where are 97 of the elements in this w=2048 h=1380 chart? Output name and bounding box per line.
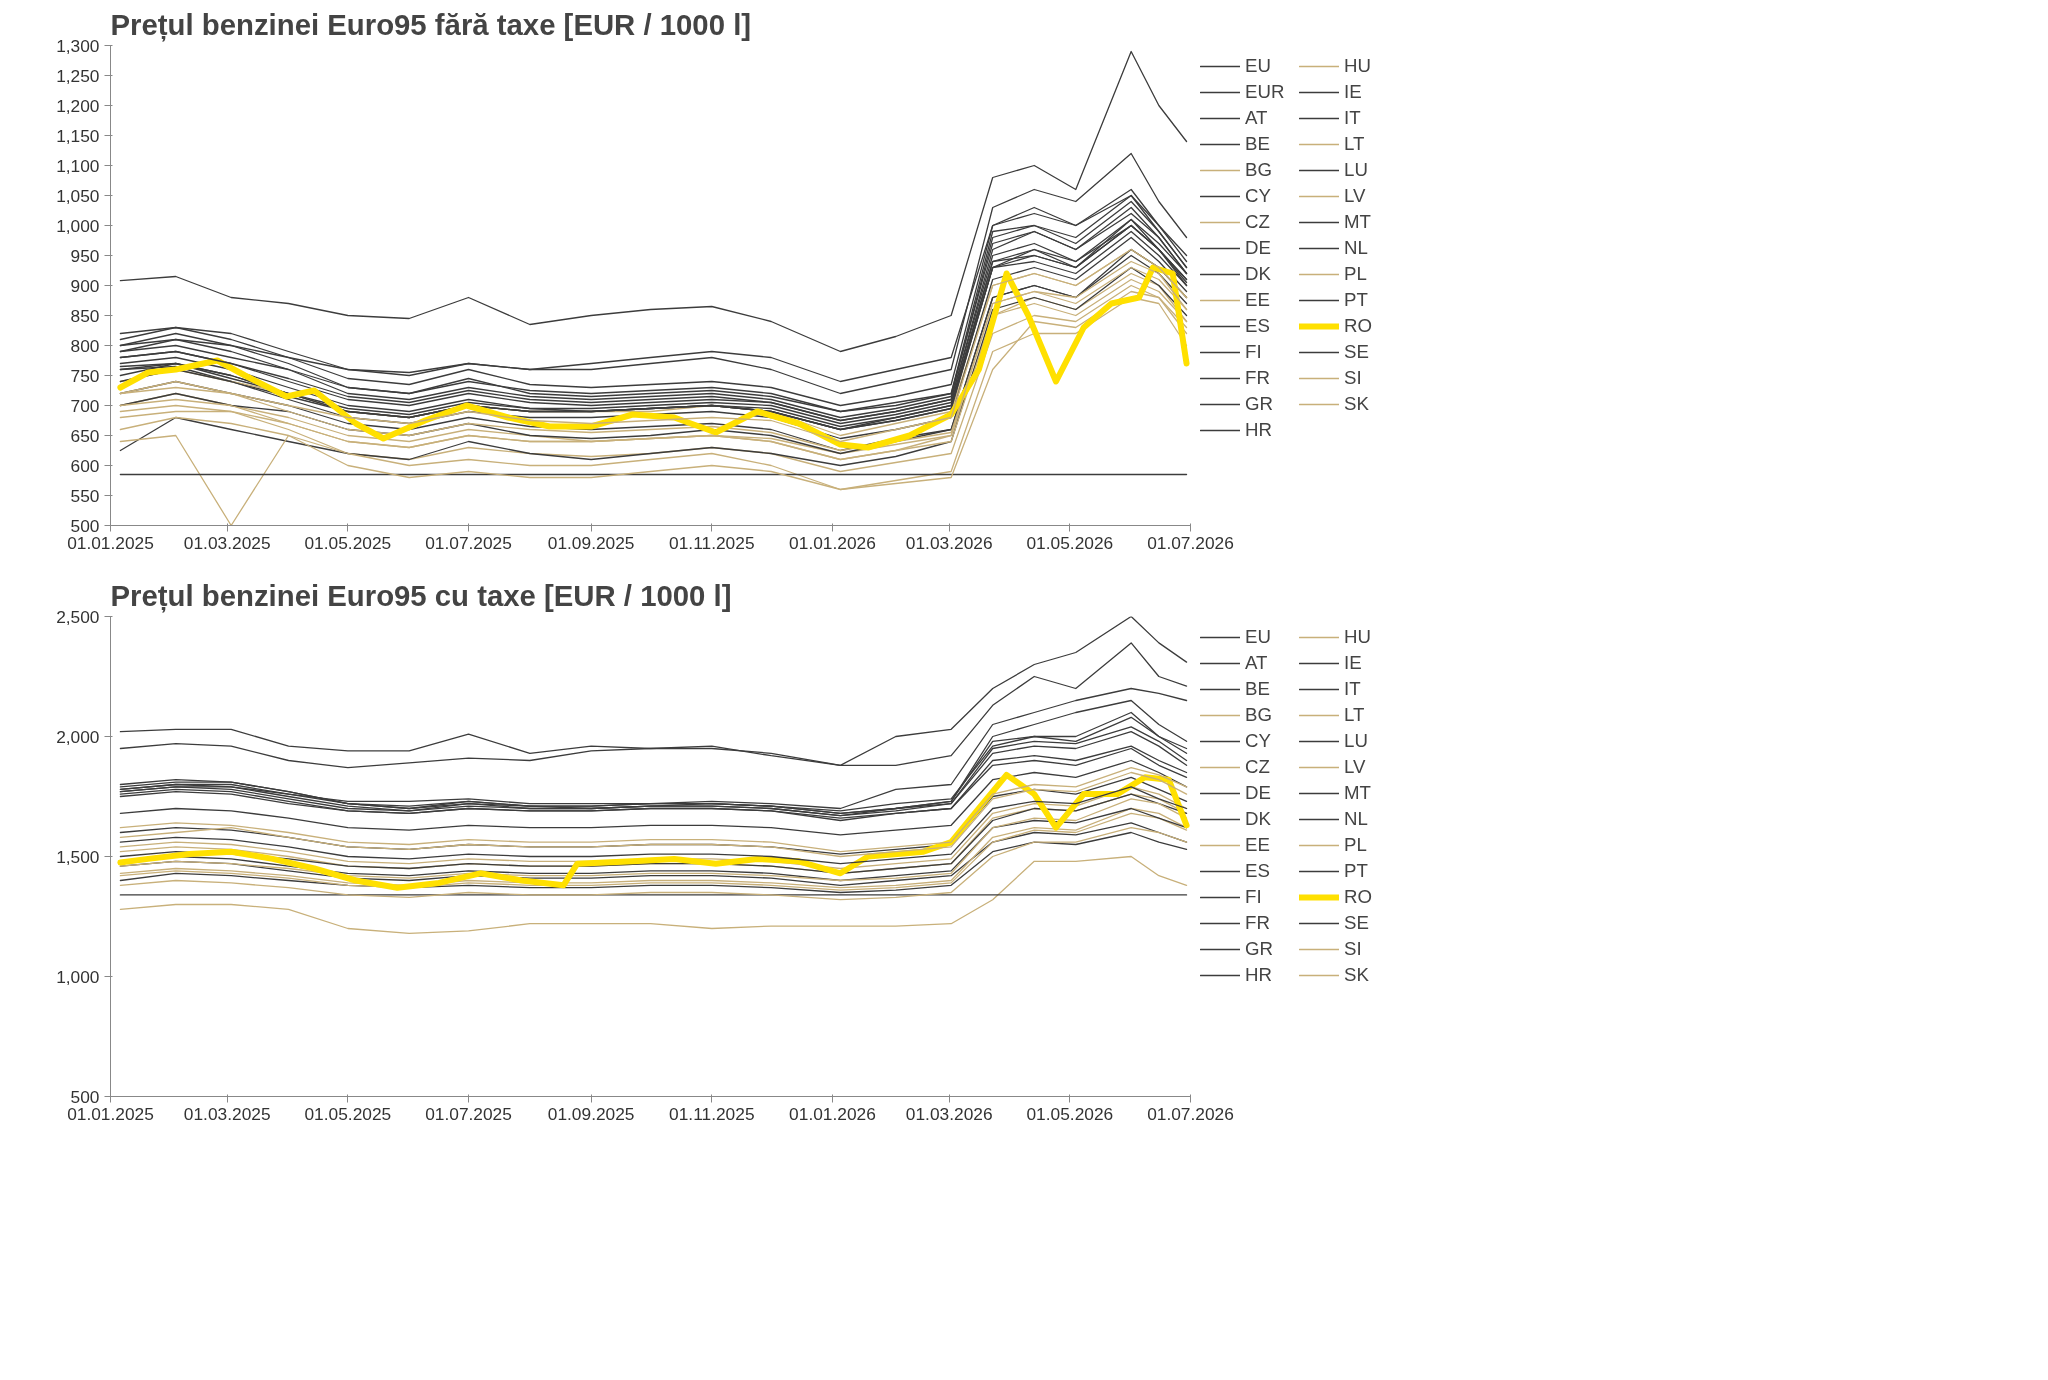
- x-tick-label: 01.03.2025: [183, 532, 271, 553]
- y-tick-label: 1,050: [56, 185, 100, 206]
- y-tick-label: 1,000: [56, 215, 100, 236]
- legend-label: RO: [1344, 315, 1373, 337]
- y-tick-label: 1,150: [56, 125, 100, 146]
- legend-label: NL: [1344, 237, 1369, 259]
- legend-label: LU: [1344, 730, 1369, 752]
- legend-label: FI: [1245, 886, 1263, 908]
- legend-label: MT: [1344, 211, 1372, 233]
- legend-label: BG: [1245, 704, 1273, 726]
- y-tick-label: 550: [70, 485, 100, 506]
- legend-label: IE: [1344, 81, 1363, 103]
- legend-label: SK: [1344, 393, 1370, 415]
- legend-label: CY: [1245, 185, 1272, 207]
- legend-label: HR: [1245, 419, 1273, 441]
- legend-label: LT: [1344, 133, 1366, 155]
- legend-label: AT: [1245, 107, 1269, 129]
- legend-label: BG: [1245, 159, 1273, 181]
- legend-label: PT: [1344, 289, 1369, 311]
- legend-label: EE: [1245, 289, 1271, 311]
- y-tick-label: 600: [70, 455, 100, 476]
- legend-label: LV: [1344, 756, 1367, 778]
- legend-label: SI: [1344, 367, 1363, 389]
- x-tick-label: 01.03.2026: [905, 1103, 993, 1124]
- legend-label: NL: [1344, 808, 1369, 830]
- legend-label: RO: [1344, 886, 1373, 908]
- y-tick-label: 850: [70, 305, 100, 326]
- y-tick-label: 1,200: [56, 95, 100, 116]
- x-tick-label: 01.07.2026: [1147, 532, 1234, 553]
- legend-label: FR: [1245, 912, 1271, 934]
- legend-label: ES: [1245, 860, 1271, 882]
- x-tick-label: 01.01.2026: [789, 1103, 876, 1124]
- legend-label: SK: [1344, 964, 1370, 986]
- legend-label: LU: [1344, 159, 1369, 181]
- y-tick-label: 900: [70, 275, 100, 296]
- y-tick-label: 750: [70, 365, 100, 386]
- legend-label: DK: [1245, 263, 1272, 285]
- y-tick-label: 800: [70, 335, 100, 356]
- legend-label: CY: [1245, 730, 1272, 752]
- y-tick-label: 1,250: [56, 65, 100, 86]
- legend-label: MT: [1344, 782, 1372, 804]
- legend-label: FI: [1245, 341, 1263, 363]
- legend-label: HU: [1344, 626, 1372, 648]
- x-tick-label: 01.05.2026: [1026, 532, 1114, 553]
- y-tick-label: 950: [70, 245, 100, 266]
- y-tick-label: 1,100: [56, 155, 100, 176]
- legend-label: IT: [1344, 678, 1362, 700]
- y-tick-label: 2,500: [56, 606, 100, 627]
- x-tick-label: 01.09.2025: [547, 1103, 635, 1124]
- legend-label: SE: [1344, 912, 1370, 934]
- y-tick-label: 1,300: [56, 35, 100, 56]
- legend-label: CZ: [1245, 756, 1271, 778]
- legend-label: LV: [1344, 185, 1367, 207]
- y-tick-label: 1,000: [56, 966, 100, 987]
- legend-label: PT: [1344, 860, 1369, 882]
- x-tick-label: 01.03.2025: [183, 1103, 271, 1124]
- x-tick-label: 01.03.2026: [905, 532, 993, 553]
- legend-label: DE: [1245, 237, 1272, 259]
- legend-label: DK: [1245, 808, 1272, 830]
- legend-label: EU: [1245, 626, 1272, 648]
- x-tick-label: 01.05.2026: [1026, 1103, 1114, 1124]
- legend-label: IE: [1344, 652, 1363, 674]
- legend-label: EE: [1245, 834, 1271, 856]
- legend-label: AT: [1245, 652, 1269, 674]
- chart-title: Prețul benzinei Euro95 fără taxe [EUR / 1000 l]: [110, 7, 752, 42]
- legend-label: DE: [1245, 782, 1272, 804]
- x-tick-label: 01.05.2025: [304, 1103, 392, 1124]
- chart-title: Prețul benzinei Euro95 cu taxe [EUR / 1000 l]: [110, 578, 732, 613]
- y-tick-label: 650: [70, 425, 100, 446]
- legend-label: IT: [1344, 107, 1362, 129]
- legend-label: FR: [1245, 367, 1271, 389]
- x-tick-label: 01.11.2025: [669, 532, 755, 553]
- x-tick-label: 01.07.2025: [425, 1103, 512, 1124]
- legend-label: BE: [1245, 133, 1271, 155]
- y-tick-label: 2,000: [56, 726, 100, 747]
- x-tick-label: 01.05.2025: [304, 532, 392, 553]
- legend-label: EUR: [1245, 81, 1286, 103]
- legend-label: HU: [1344, 55, 1372, 77]
- legend-label: ES: [1245, 315, 1271, 337]
- x-tick-label: 01.01.2026: [789, 532, 876, 553]
- x-tick-label: 01.11.2025: [669, 1103, 755, 1124]
- legend-label: CZ: [1245, 211, 1271, 233]
- legend-label: PL: [1344, 834, 1368, 856]
- legend-label: BE: [1245, 678, 1271, 700]
- x-tick-label: 01.09.2025: [547, 532, 635, 553]
- x-tick-label: 01.07.2026: [1147, 1103, 1234, 1124]
- y-tick-label: 700: [70, 395, 100, 416]
- legend-label: SI: [1344, 938, 1363, 960]
- y-tick-label: 1,500: [56, 846, 100, 867]
- legend-label: EU: [1245, 55, 1272, 77]
- x-tick-label: 01.07.2025: [425, 532, 512, 553]
- legend-label: GR: [1245, 938, 1274, 960]
- legend-label: HR: [1245, 964, 1273, 986]
- legend-label: GR: [1245, 393, 1274, 415]
- legend-label: LT: [1344, 704, 1366, 726]
- legend-label: PL: [1344, 263, 1368, 285]
- legend-label: SE: [1344, 341, 1370, 363]
